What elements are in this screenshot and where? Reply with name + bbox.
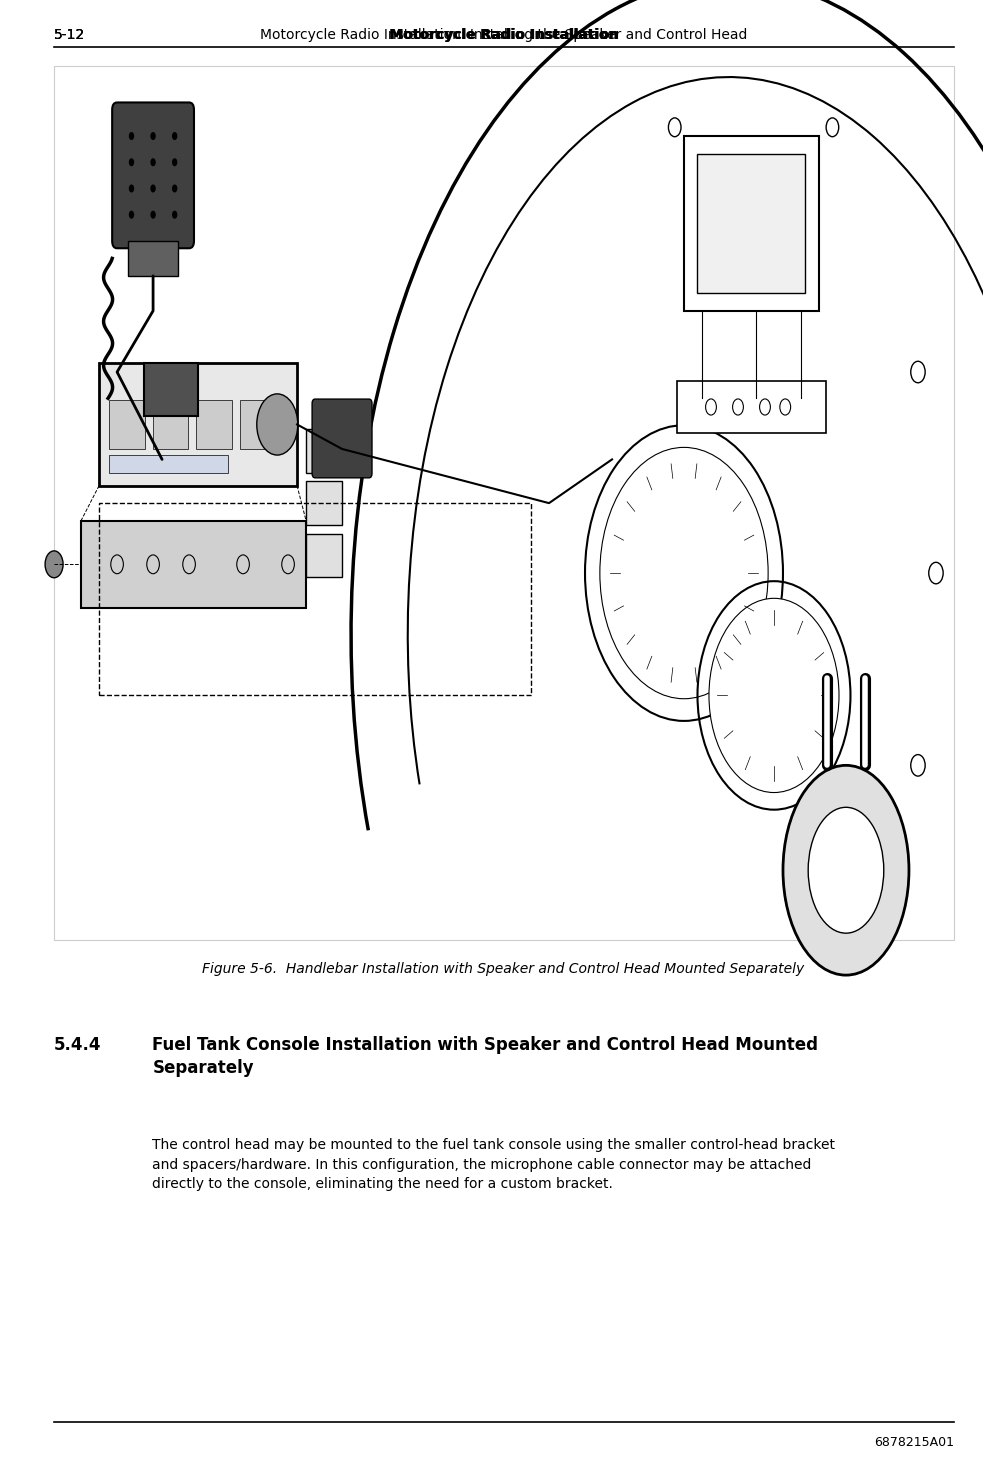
Circle shape [150,210,156,219]
FancyBboxPatch shape [306,533,342,577]
FancyBboxPatch shape [698,154,806,294]
Circle shape [172,210,177,219]
Circle shape [129,210,134,219]
FancyBboxPatch shape [312,400,372,477]
FancyBboxPatch shape [54,66,954,940]
Ellipse shape [783,765,909,975]
Circle shape [172,159,177,166]
FancyBboxPatch shape [128,241,178,276]
Circle shape [45,551,63,577]
Text: 5.4.4: 5.4.4 [54,1036,102,1053]
Circle shape [709,598,839,793]
Circle shape [600,448,768,699]
FancyBboxPatch shape [109,400,145,450]
FancyBboxPatch shape [306,429,342,473]
Text: Motorcycle Radio Installation: Motorcycle Radio Installation [390,28,619,43]
FancyBboxPatch shape [152,400,188,450]
Circle shape [150,132,156,140]
Circle shape [150,159,156,166]
Text: 5-12: 5-12 [54,28,86,43]
Circle shape [129,132,134,140]
Circle shape [129,185,134,192]
FancyBboxPatch shape [684,137,819,311]
FancyBboxPatch shape [144,363,198,416]
Circle shape [150,185,156,192]
Text: Motorcycle Radio Installation: Installing the Speaker and Control Head: Motorcycle Radio Installation: Installin… [260,28,747,43]
Text: Figure 5-6.  Handlebar Installation with Speaker and Control Head Mounted Separa: Figure 5-6. Handlebar Installation with … [202,962,805,977]
Circle shape [129,159,134,166]
Circle shape [257,394,298,455]
Text: The control head may be mounted to the fuel tank console using the smaller contr: The control head may be mounted to the f… [152,1138,836,1191]
Circle shape [172,185,177,192]
FancyBboxPatch shape [109,455,228,473]
Text: 5-12: 5-12 [54,28,86,43]
FancyBboxPatch shape [678,380,826,433]
FancyBboxPatch shape [240,400,275,450]
Text: Motorcycle Radio Installation: Installing the Speaker and Control Head: Motorcycle Radio Installation: Installin… [260,28,747,43]
FancyBboxPatch shape [112,103,194,248]
Text: 6878215A01: 6878215A01 [874,1437,954,1448]
FancyBboxPatch shape [196,400,232,450]
FancyBboxPatch shape [99,363,297,486]
Text: 5-12: 5-12 [54,28,86,43]
Text: Motorcycle Radio Installation: Motorcycle Radio Installation [389,28,618,43]
Ellipse shape [809,808,884,933]
Text: Fuel Tank Console Installation with Speaker and Control Head Mounted
Separately: Fuel Tank Console Installation with Spea… [152,1036,819,1077]
FancyBboxPatch shape [82,520,306,608]
Circle shape [172,132,177,140]
FancyBboxPatch shape [306,482,342,524]
